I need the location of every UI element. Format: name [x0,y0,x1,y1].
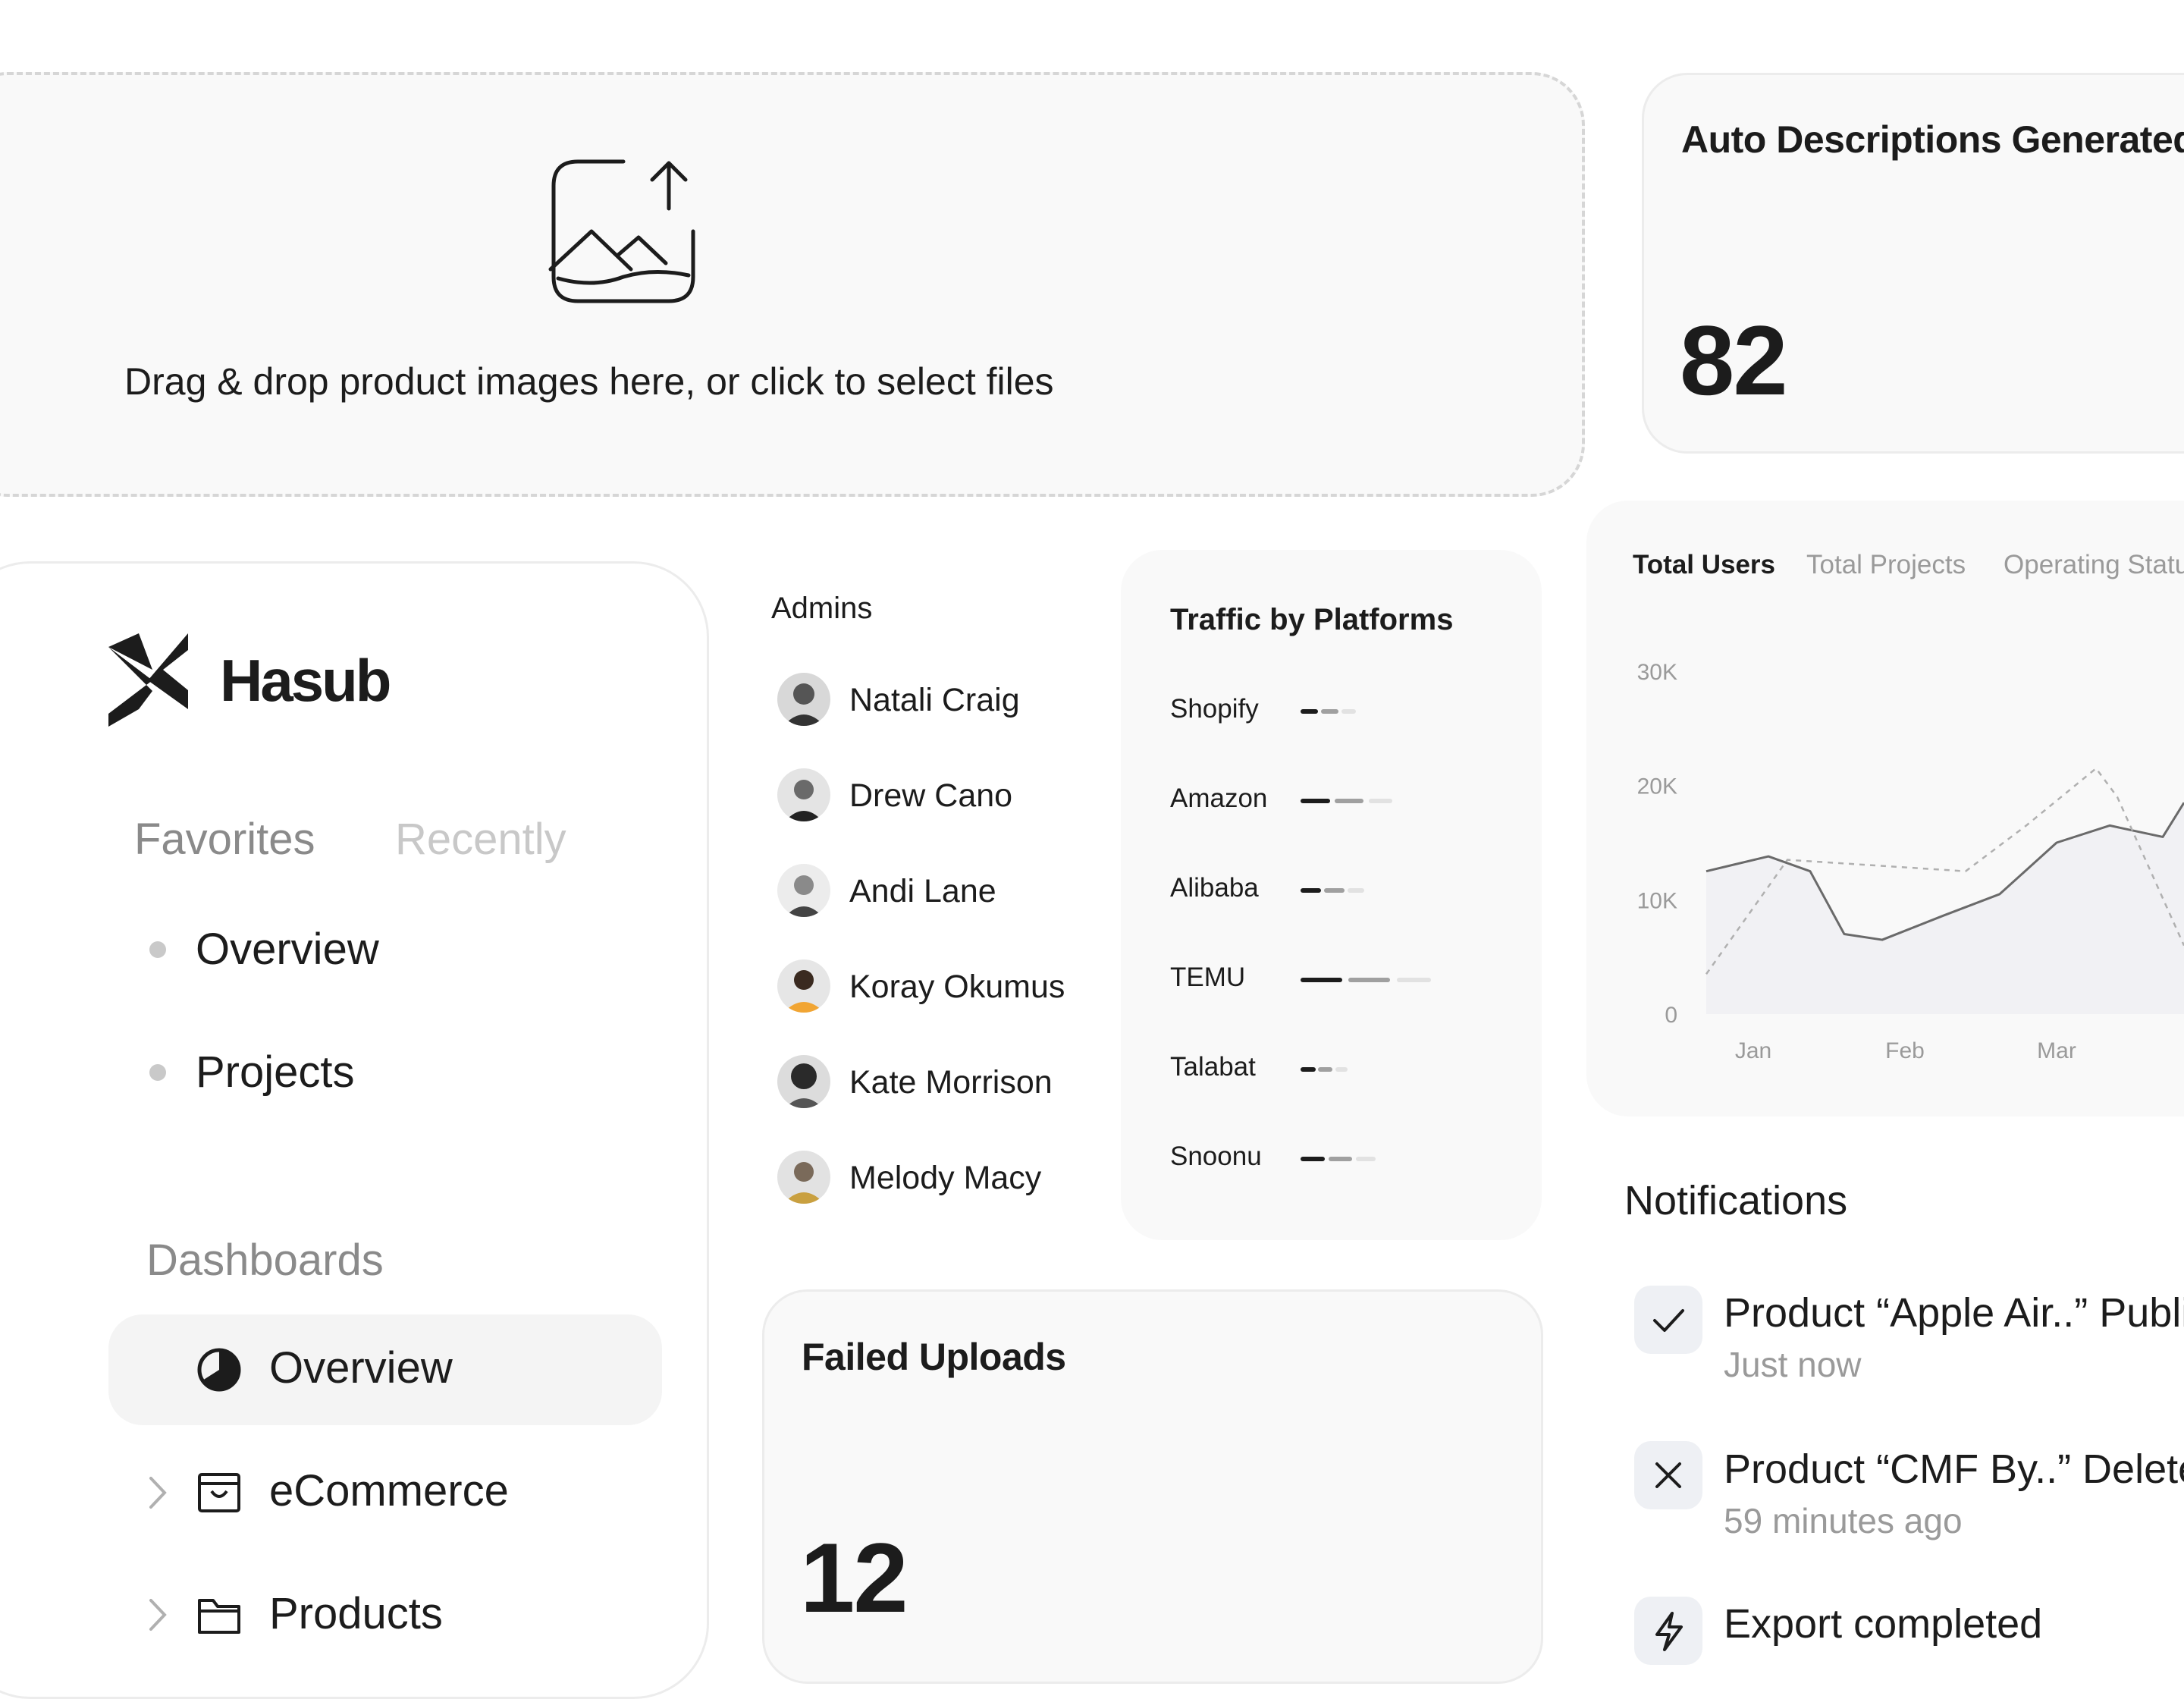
tab-recently[interactable]: Recently [395,815,566,864]
platform-bar-segment [1301,709,1319,714]
y-tick-label: 30K [1637,660,1677,685]
brand-name: Hasub [220,647,391,714]
x-tick-label: Mar [2037,1038,2076,1063]
avatar [777,1055,830,1108]
notification-text[interactable]: Product “Apple Air..” Published [1724,1290,2184,1336]
dropzone-text: Drag & drop product images here, or clic… [124,360,1054,403]
users-line-chart: 30K 20K 10K 0 Jan Feb Mar [1637,660,2184,1063]
auto-descriptions-value: 82 [1680,305,1788,416]
platform-label: TEMU [1170,963,1246,992]
check-icon [1653,1309,1684,1332]
chevron-right-icon[interactable] [146,1474,169,1512]
pie-chart-icon [197,1348,241,1392]
x-tick-label: Feb [1885,1038,1925,1063]
platform-bar-segment [1396,978,1431,982]
platform-bar-segment [1335,1067,1348,1072]
dashboard-ecommerce[interactable]: eCommerce [269,1466,509,1515]
series-line-solid [1705,802,2184,941]
avatar [777,768,830,821]
tab-total-users[interactable]: Total Users [1633,550,1776,579]
platform-label: Alibaba [1170,873,1259,903]
bullet-dot-icon [149,1064,166,1081]
y-tick-label: 10K [1637,888,1677,913]
notifications-title: Notifications [1624,1178,1848,1223]
notification-icon-box [1634,1286,1702,1354]
auto-descriptions-card [1642,73,2184,454]
platform-bar [1301,1157,1467,1163]
dashboards-section-label: Dashboards [146,1236,384,1285]
platform-bar-segment [1301,1157,1325,1161]
admin-name: Natali Craig [849,682,1020,718]
avatar [777,1151,830,1204]
notification-text[interactable]: Export completed [1724,1601,2043,1647]
platform-label: Talabat [1170,1052,1256,1082]
platform-bar [1301,799,1467,805]
failed-uploads-value: 12 [800,1522,908,1633]
notification-icon-box [1634,1597,1702,1665]
platform-bar [1301,709,1467,715]
auto-descriptions-title: Auto Descriptions Generated [1681,118,2184,161]
platform-bar-segment [1348,978,1391,982]
platform-bar [1301,978,1467,984]
notification-time: 59 minutes ago [1724,1501,1963,1540]
sidebar [0,561,709,1699]
platform-bar-segment [1347,888,1364,893]
folder-icon [198,1599,240,1634]
bolt-icon [1655,1612,1683,1651]
upload-dropzone[interactable] [0,72,1585,497]
tab-total-projects[interactable]: Total Projects [1806,550,1966,579]
traffic-title: Traffic by Platforms [1170,603,1454,636]
brand-logo-icon [108,633,188,727]
notification-text[interactable]: Product “CMF By..” Deleted [1724,1446,2184,1492]
platform-label: Snoonu [1170,1142,1262,1171]
admin-name: Koray Okumus [849,969,1065,1005]
series-area [1706,802,2184,1014]
chevron-right-icon[interactable] [146,1596,169,1634]
admin-name: Kate Morrison [849,1064,1053,1101]
favorite-item-overview[interactable]: Overview [196,925,379,974]
platform-bar-segment [1301,799,1330,803]
dashboard-products[interactable]: Products [269,1589,443,1638]
platform-bar-segment [1301,978,1342,982]
x-tick-label: Jan [1735,1038,1771,1063]
admins-title: Admins [771,592,873,625]
platform-bar [1301,1067,1467,1073]
platform-bar-segment [1341,709,1356,714]
dashboard-overview-label: Overview [269,1343,453,1393]
platform-bar-segment [1320,709,1339,714]
close-icon [1655,1462,1681,1488]
platform-bar-segment [1334,799,1364,803]
series-line-dashed [1705,767,2184,975]
avatar [777,864,830,917]
platform-bar-segment [1317,1067,1333,1072]
image-upload-icon [548,159,695,303]
platform-label: Amazon [1170,784,1268,813]
notification-icon-box [1634,1441,1702,1509]
bullet-dot-icon [149,941,166,958]
platform-bar-segment [1301,1067,1316,1072]
platform-label: Shopify [1170,694,1259,724]
admin-name: Melody Macy [849,1160,1042,1196]
platform-bar-segment [1328,1157,1353,1161]
platform-bar-segment [1323,888,1345,893]
platform-bar-segment [1368,799,1392,803]
notification-time: Just now [1724,1345,1862,1384]
failed-uploads-title: Failed Uploads [802,1336,1066,1378]
admin-name: Drew Cano [849,777,1013,814]
platform-bar-segment [1301,888,1321,893]
admin-name: Andi Lane [849,873,996,909]
y-tick-label: 0 [1665,1003,1677,1028]
tab-favorites[interactable]: Favorites [134,815,315,864]
shopping-bag-icon [198,1473,240,1512]
avatar [777,673,830,726]
y-tick-label: 20K [1637,774,1677,799]
traffic-by-platforms-card [1121,550,1542,1240]
tab-operating-status[interactable]: Operating Status [2004,550,2184,579]
favorite-item-projects[interactable]: Projects [196,1047,355,1097]
platform-bar [1301,888,1467,894]
avatar [777,959,830,1013]
platform-bar-segment [1356,1157,1376,1161]
